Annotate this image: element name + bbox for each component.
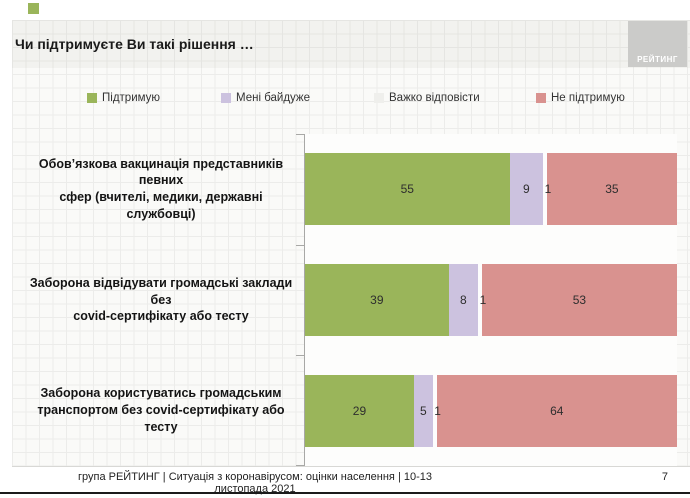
segment-value: 35 [605, 182, 619, 197]
bar-segment-hard-to-answer: 1 [432, 374, 441, 447]
chart-legend: Підтримую Мені байдуже Важко відповісти … [12, 92, 690, 108]
stacked-bar-chart: Обов’язкова вакцинація представників пев… [12, 134, 677, 467]
bar-segment-not-support: 53 [481, 264, 677, 336]
stacked-bar: 39 8 1 53 [305, 264, 677, 336]
legend-swatch-not-support [536, 93, 546, 103]
category-label-line: Заборона користуватись громадським [40, 386, 282, 401]
category-label: Обов’язкова вакцинація представників пев… [12, 134, 304, 245]
segment-value: 55 [400, 182, 414, 197]
bottom-rule [0, 492, 690, 494]
legend-label: Мені байдуже [236, 92, 311, 104]
rating-logo-label: РЕЙТИНГ [637, 55, 678, 64]
stacked-bar: 29 5 1 64 [305, 374, 677, 447]
segment-value: 39 [370, 293, 384, 307]
segment-value: 29 [352, 403, 367, 418]
chart-row-public-transport: Заборона користуватись громадським транс… [12, 355, 677, 467]
segment-value: 53 [572, 293, 587, 307]
bar-segment-support: 55 [305, 153, 510, 226]
title-band: Чи підтримуєте Ви такі рішення … [12, 20, 690, 68]
accent-square [28, 3, 39, 14]
legend-item-indifferent: Мені байдуже [221, 92, 310, 104]
bar-plot-area: 29 5 1 64 [296, 355, 677, 467]
legend-item-not-support: Не підтримую [536, 92, 625, 104]
legend-swatch-hard-to-answer [374, 93, 384, 103]
legend-item-hard-to-answer: Важко відповісти [374, 92, 480, 104]
segment-value: 1 [479, 293, 487, 307]
page-title: Чи підтримуєте Ви такі рішення … [15, 36, 254, 52]
bar-segment-hard-to-answer: 1 [478, 264, 486, 336]
bar-segment-indifferent: 5 [413, 374, 433, 447]
category-label: Заборона користуватись громадським транс… [12, 355, 304, 466]
segment-value: 64 [550, 403, 564, 418]
segment-value: 9 [522, 182, 530, 197]
stacked-bar: 55 9 1 35 [305, 153, 677, 226]
legend-label: Підтримую [102, 92, 161, 104]
legend-swatch-indifferent [221, 93, 231, 103]
bar-segment-indifferent: 9 [509, 153, 544, 226]
category-label-line: транспортом без covid-сертифікату або те… [37, 403, 285, 435]
category-label-line: Заборона відвідувати громадські заклади … [29, 275, 293, 307]
rating-logo: РЕЙТИНГ [628, 21, 687, 67]
segment-value: 1 [544, 182, 552, 197]
bar-segment-hard-to-answer: 1 [543, 153, 551, 226]
segment-value: 5 [420, 403, 427, 418]
legend-item-support: Підтримую [87, 92, 160, 104]
segment-value: 8 [460, 293, 467, 307]
bar-plot-area: 39 8 1 53 [296, 244, 677, 356]
legend-label: Не підтримую [551, 92, 625, 104]
bar-segment-support: 39 [305, 264, 449, 336]
chart-row-public-places: Заборона відвідувати громадські заклади … [12, 244, 677, 356]
bar-segment-support: 29 [305, 374, 414, 447]
legend-swatch-support [87, 93, 97, 103]
category-label-line: сфер (вчителі, медики, державні службовц… [59, 190, 263, 222]
category-label: Заборона відвідувати громадські заклади … [12, 245, 304, 356]
bar-segment-not-support: 64 [436, 374, 677, 447]
bar-segment-not-support: 35 [546, 153, 677, 226]
segment-value: 1 [434, 403, 441, 418]
legend-label: Важко відповісти [389, 92, 480, 104]
category-label-line: Обов’язкова вакцинація представників пев… [38, 156, 284, 188]
bar-segment-indifferent: 8 [448, 264, 479, 336]
slide-canvas: Чи підтримуєте Ви такі рішення … РЕЙТИНГ… [12, 20, 690, 467]
page-number: 7 [661, 471, 668, 483]
chart-row-vaccination: Обов’язкова вакцинація представників пев… [12, 134, 677, 245]
bar-plot-area: 55 9 1 35 [296, 134, 677, 245]
category-label-line: covid-сертифікату або тесту [73, 309, 249, 324]
